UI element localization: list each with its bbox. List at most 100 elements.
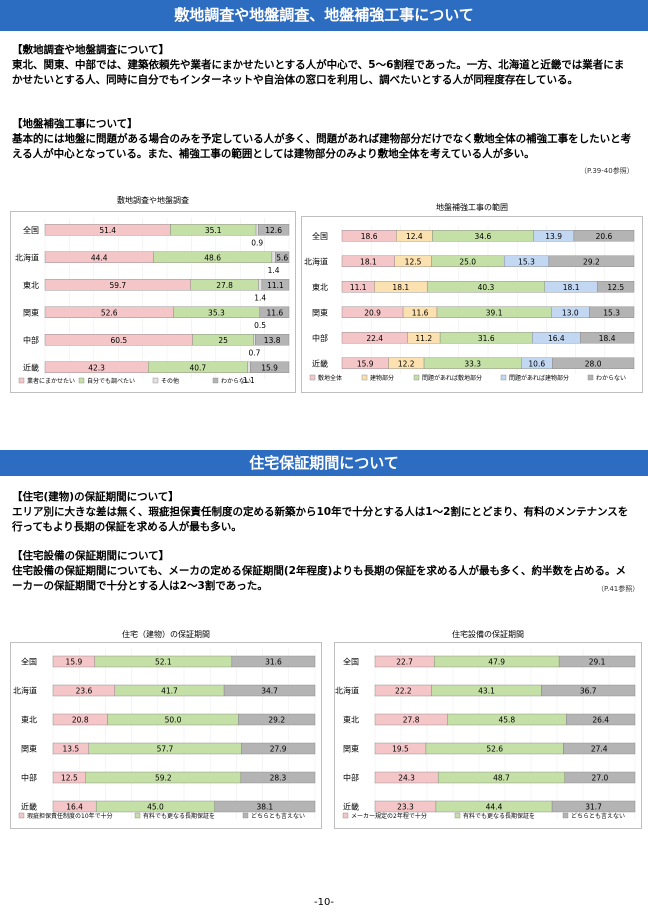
category-label: 関東: [23, 307, 39, 317]
text-building-warranty: 【住宅(建物)の保証期間について】 エリア別に大きな差は無く、瑕疵担保責任制度の…: [12, 490, 634, 535]
data-label: 45.8: [498, 716, 515, 725]
category-label: 関東: [343, 744, 359, 754]
heading-ground-reinforcement: 【地盤補強工事について】: [12, 118, 138, 130]
bar-segment: [255, 224, 259, 236]
data-label: 43.1: [478, 687, 495, 696]
category-label: 全国: [23, 225, 39, 235]
bar-segment: [247, 361, 251, 373]
data-label: 5.6: [276, 253, 288, 262]
legend-label: 有料でも更なる長期保証を: [463, 812, 535, 820]
data-label: 12.6: [265, 226, 282, 235]
data-label: 34.7: [261, 687, 278, 696]
category-label: 全国: [21, 657, 37, 667]
data-label: 28.3: [270, 774, 287, 783]
body-building-warranty: エリア別に大きな差は無く、瑕疵担保責任制度の定める新築から10年で十分とする人は…: [12, 506, 629, 533]
data-label: 16.4: [66, 803, 83, 812]
bar-segment: [214, 800, 316, 813]
body-ground-survey: 東北、関東、中部では、建築依頼先や業者にまかせたいとする人が中心で、5～6割程で…: [12, 59, 625, 86]
legend-label: 瑕疵担保責任制度の10年で十分: [27, 812, 113, 820]
data-label: 59.7: [109, 281, 126, 290]
data-label: 0.9: [251, 238, 263, 247]
category-label: 東北: [21, 715, 37, 725]
bar-segment: [597, 281, 635, 293]
page-number: -10-: [314, 897, 334, 908]
data-label: 44.4: [91, 253, 108, 262]
data-label: 27.8: [216, 281, 233, 290]
category-label: 近畿: [23, 362, 39, 372]
chart-ground-reinforcement-range: 地盤補強工事の範囲 全国 18.6 12.4 34.6 13.9 20.6 北海道 18.1 1…: [301, 203, 643, 393]
data-label: 1.1: [243, 376, 255, 385]
category-label: 中部: [343, 773, 359, 783]
data-label: 41.7: [161, 687, 178, 696]
bar-segment: [223, 684, 316, 697]
category-label: 中部: [312, 333, 328, 343]
legend-label: 建物部分: [370, 374, 394, 382]
data-label: 12.5: [61, 774, 78, 783]
bar-segment: [573, 230, 635, 242]
data-label: 27.9: [270, 745, 287, 754]
data-label: 33.3: [464, 359, 481, 368]
data-label: 22.2: [395, 687, 412, 696]
data-label: 15.3: [603, 308, 620, 317]
data-label: 36.7: [580, 687, 597, 696]
bar-segment: [238, 713, 316, 726]
bar-segment: [241, 742, 316, 755]
data-label: 35.3: [208, 308, 225, 317]
legend-swatch: [212, 377, 219, 384]
category-label: 全国: [343, 657, 359, 667]
legend-swatch: [78, 377, 85, 384]
data-label: 20.9: [364, 308, 381, 317]
chart-building-warranty-svg: 全国 15.9 52.1 31.6 北海道 23.6 41.7 34.7 東北 20.8 50.0 2…: [13, 649, 316, 820]
bar-segment: [250, 361, 290, 373]
data-label: 15.3: [518, 257, 535, 266]
category-label: 中部: [23, 335, 39, 345]
category-label: 東北: [312, 282, 328, 292]
data-label: 25: [218, 336, 228, 345]
legend-label: 敷地全体: [318, 374, 342, 382]
data-label: 42.3: [88, 363, 105, 372]
section-banner-ground-survey: 敷地調査や地盤調査、地盤補強工事について: [0, 0, 648, 31]
data-label: 0.7: [249, 348, 261, 357]
bar-segment: [580, 332, 635, 344]
data-label: 20.6: [596, 232, 613, 241]
data-label: 12.2: [398, 359, 415, 368]
bar-segment: [260, 306, 290, 318]
data-label: 52.6: [101, 308, 118, 317]
data-label: 10.6: [528, 359, 545, 368]
legend-label: 有料でも更なる長期保証を: [143, 812, 215, 820]
bar-segment: [258, 224, 290, 236]
data-label: 39.1: [486, 308, 503, 317]
legend-swatch: [18, 812, 25, 819]
bar-segment: [258, 279, 263, 291]
data-label: 27.8: [403, 716, 420, 725]
legend-label: わからない: [596, 375, 626, 382]
category-label: 近畿: [312, 358, 328, 368]
category-label: 北海道: [335, 686, 359, 696]
legend-label: 自分でも調べたい: [87, 377, 135, 385]
data-label: 51.4: [99, 226, 116, 235]
legend-label: どちらとも言えない: [571, 812, 625, 820]
data-label: 12.5: [405, 257, 422, 266]
data-label: 11.1: [267, 281, 284, 290]
data-label: 57.7: [157, 745, 174, 754]
bar-segment: [231, 655, 316, 668]
data-label: 48.7: [493, 774, 510, 783]
data-label: 40.3: [478, 283, 495, 292]
heading-building-warranty: 【住宅(建物)の保証期間について】: [12, 491, 179, 503]
data-label: 12.4: [406, 232, 423, 241]
bar-segment: [551, 800, 636, 813]
legend-swatch: [18, 377, 25, 384]
data-label: 59.2: [155, 774, 172, 783]
bar-segment: [261, 279, 290, 291]
bar-segment: [271, 251, 276, 263]
category-label: 北海道: [13, 686, 37, 696]
category-label: 関東: [312, 307, 328, 317]
data-label: 20.8: [72, 716, 89, 725]
legend-label: わからない: [221, 378, 251, 385]
data-label: 24.3: [398, 774, 415, 783]
legend-swatch: [562, 812, 569, 819]
data-label: 12.5: [607, 283, 624, 292]
data-label: 29.2: [268, 716, 285, 725]
data-label: 1.4: [254, 293, 266, 302]
data-label: 18.6: [361, 232, 378, 241]
